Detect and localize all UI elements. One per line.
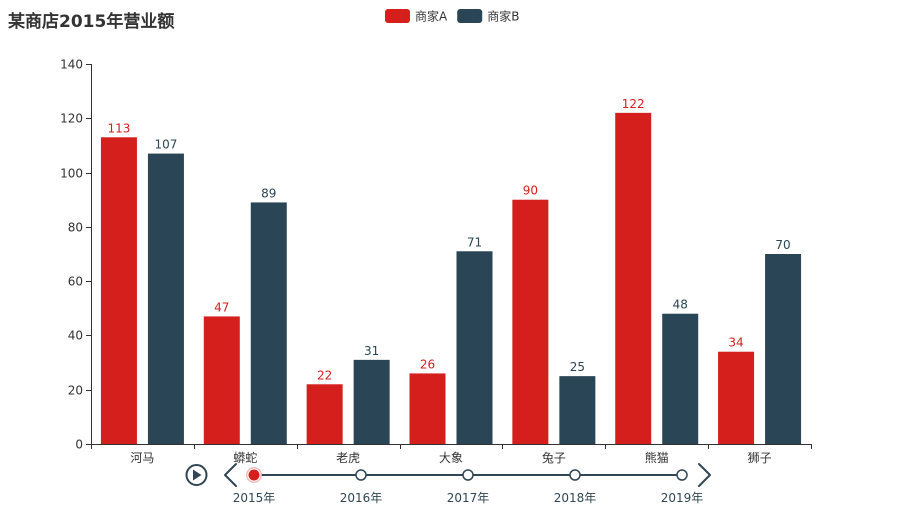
- bar-value-label: 48: [673, 298, 688, 312]
- y-tick-label: 0: [75, 438, 83, 452]
- timeline-node[interactable]: [246, 467, 262, 483]
- bar-b-2[interactable]: [250, 202, 287, 444]
- bar-a-5[interactable]: [512, 199, 549, 444]
- bar-b-7[interactable]: [765, 254, 802, 444]
- x-tick-label: 蟒蛇: [233, 450, 257, 465]
- bar-a-1[interactable]: [100, 137, 137, 445]
- bar-b-5[interactable]: [559, 376, 596, 444]
- legend[interactable]: 商家A 商家B: [385, 9, 519, 24]
- timeline-label[interactable]: 2015年: [233, 491, 276, 505]
- bar-b-3[interactable]: [353, 359, 390, 444]
- timeline-node[interactable]: [569, 469, 581, 481]
- bar-value-label: 22: [317, 368, 332, 382]
- timeline-label[interactable]: 2017年: [447, 491, 490, 505]
- bar-value-label: 90: [523, 184, 538, 198]
- x-tick-label: 狮子: [748, 451, 772, 465]
- legend-label: 商家A: [415, 9, 448, 24]
- bar-value-label: 71: [467, 235, 482, 249]
- y-tick-label: 100: [60, 167, 83, 181]
- bars: [100, 112, 802, 445]
- legend-swatch: [385, 9, 410, 23]
- timeline-label[interactable]: 2018年: [554, 491, 597, 505]
- x-tick-label: 熊猫: [645, 450, 669, 465]
- bar-b-1[interactable]: [147, 153, 184, 445]
- y-tick-label: 140: [60, 58, 83, 72]
- legend-swatch: [457, 9, 483, 23]
- bar-value-label: 31: [364, 344, 379, 358]
- chevron-right-icon[interactable]: [698, 463, 711, 487]
- y-tick-label: 20: [68, 384, 83, 398]
- bar-value-label: 107: [154, 138, 177, 152]
- x-tick-label: 兔子: [542, 450, 566, 465]
- chevron-left-icon[interactable]: [224, 463, 237, 487]
- bar-a-6[interactable]: [615, 112, 652, 444]
- bar-value-label: 122: [622, 97, 645, 111]
- timeline-node[interactable]: [462, 469, 474, 481]
- bar-value-label: 26: [420, 357, 435, 371]
- x-tick-label: 河马: [130, 451, 154, 465]
- legend-label: 商家B: [487, 9, 519, 24]
- bar-value-label: 113: [107, 121, 130, 135]
- bar-a-7[interactable]: [718, 351, 755, 444]
- play-icon[interactable]: [185, 464, 208, 486]
- y-tick-label: 120: [60, 112, 83, 126]
- legend-item-2[interactable]: 商家B: [457, 9, 519, 24]
- timeline-label[interactable]: 2016年: [340, 491, 383, 505]
- x-tick-label: 老虎: [336, 451, 360, 465]
- bar-value-label: 47: [214, 300, 229, 314]
- timeline[interactable]: 2015年 2016年 2017年 2018年 2019年: [185, 463, 711, 505]
- bar-a-3[interactable]: [306, 384, 343, 444]
- legend-item-1[interactable]: 商家A: [385, 9, 448, 24]
- bar-b-6[interactable]: [662, 313, 699, 444]
- y-tick-label: 40: [68, 329, 83, 343]
- axes: 0 20 40 60 80 100 120 140 河马 蟒蛇 老虎 大象 兔子 熊猫 狮子: [60, 58, 812, 465]
- chart-title: 某商店2015年营业额: [8, 12, 175, 32]
- bar-b-4[interactable]: [456, 251, 493, 444]
- bar-labels: 113 107 47 89 22 31 26 71 90 25 122 48 34 70: [107, 97, 790, 382]
- bar-value-label: 70: [775, 238, 790, 252]
- x-tick-label: 大象: [439, 451, 463, 465]
- timeline-label[interactable]: 2019年: [661, 491, 704, 505]
- timeline-node[interactable]: [676, 469, 688, 481]
- bar-value-label: 34: [728, 336, 743, 350]
- bar-value-label: 25: [570, 360, 585, 374]
- y-tick-label: 80: [68, 221, 83, 235]
- bar-a-2[interactable]: [203, 316, 240, 444]
- bar-a-4[interactable]: [409, 373, 446, 444]
- bar-value-label: 89: [261, 186, 276, 200]
- timeline-node[interactable]: [355, 469, 367, 481]
- y-tick-label: 60: [68, 275, 83, 289]
